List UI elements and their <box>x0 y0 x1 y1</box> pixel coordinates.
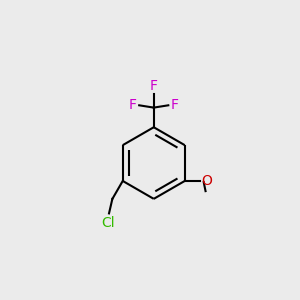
Text: O: O <box>201 174 212 188</box>
Text: F: F <box>171 98 179 112</box>
Text: F: F <box>150 79 158 93</box>
Text: Cl: Cl <box>101 216 115 230</box>
Text: F: F <box>128 98 136 112</box>
